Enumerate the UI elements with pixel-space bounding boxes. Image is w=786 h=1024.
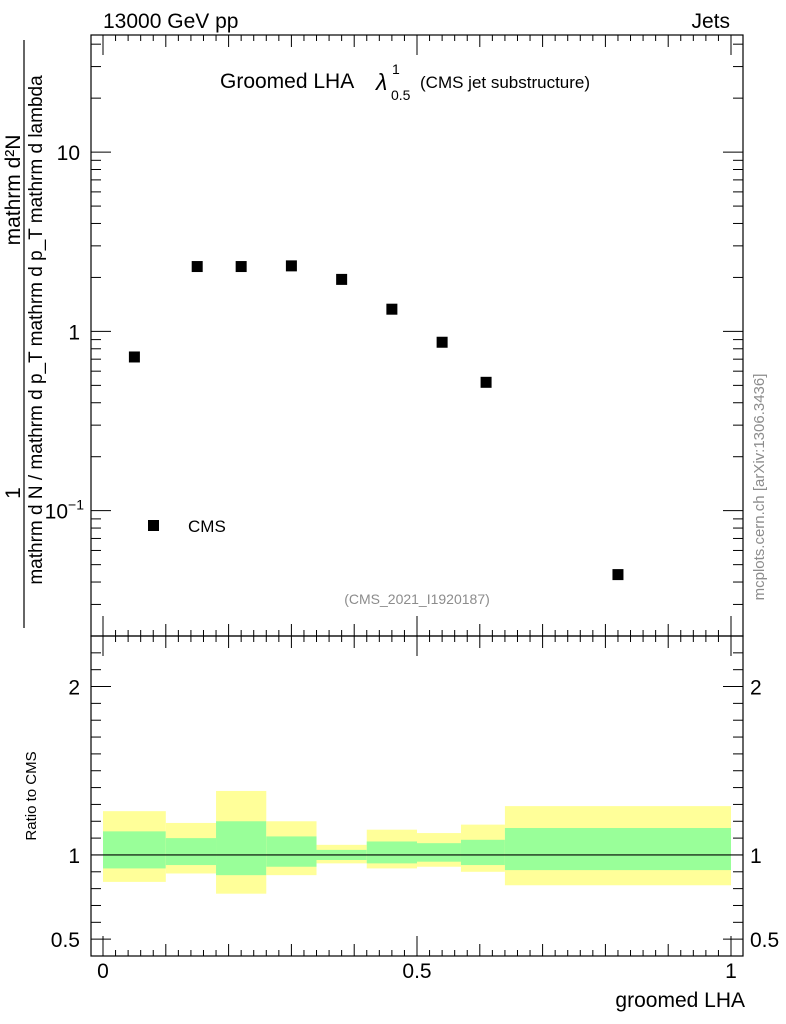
data-point xyxy=(336,273,348,285)
ratio-y-tick-label: 0.5 xyxy=(51,929,80,952)
data-point xyxy=(285,260,297,272)
ratio-band-inner xyxy=(103,831,166,869)
ylabel-denominator: mathrm d N / mathrm d p_T mathrm d p_T m… xyxy=(26,75,47,585)
title-main: Groomed LHA xyxy=(220,70,354,93)
ratio-band-inner xyxy=(366,841,417,864)
x-tick-label: 0.5 xyxy=(402,960,431,983)
main-y-tick-label: 10−1 xyxy=(45,497,85,524)
ratio-y-tick-label: 1 xyxy=(68,845,80,868)
title-sub: 0.5 xyxy=(391,87,411,103)
header-right-label: Jets xyxy=(691,10,730,33)
legend-label: CMS xyxy=(188,517,226,536)
data-point xyxy=(386,303,398,315)
ratio-band-inner xyxy=(504,828,731,871)
legend: CMS xyxy=(148,517,226,536)
plot-title: Groomed LHA λ 1 0.5 (CMS jet substructur… xyxy=(220,61,590,103)
x-tick-label: 1 xyxy=(725,960,737,983)
data-point xyxy=(191,261,203,273)
x-axis-label: groomed LHA xyxy=(615,989,745,1012)
title-suffix: (CMS jet substructure) xyxy=(420,73,590,92)
title-sup: 1 xyxy=(392,61,400,77)
data-point xyxy=(235,261,247,273)
data-point xyxy=(612,569,624,581)
analysis-id: (CMS_2021_I1920187) xyxy=(344,591,490,607)
ratio-y-tick-label-right: 1 xyxy=(750,845,762,868)
ratio-y-tick-label-right: 0.5 xyxy=(750,929,779,952)
main-y-tick-label: 10 xyxy=(57,142,80,165)
ratio-plot-frame xyxy=(90,635,744,957)
ratio-band-inner xyxy=(165,838,217,866)
ratio-band-inner xyxy=(266,836,317,867)
ratio-band-inner xyxy=(216,821,267,876)
ratio-x-axis: 0 0.5 1 xyxy=(97,636,737,983)
ratio-band-inner xyxy=(417,843,461,862)
main-x-ticks xyxy=(102,35,732,636)
title-lambda: λ xyxy=(374,69,387,95)
ylabel-numerator: mathrm d²N xyxy=(2,135,25,246)
ratio-y-tick-label: 2 xyxy=(68,677,80,700)
ratio-y-tick-label-right: 2 xyxy=(750,677,762,700)
main-y-tick-label: 1 xyxy=(68,321,80,344)
main-y-axis: 10−1 1 10 xyxy=(45,43,743,637)
data-point xyxy=(436,336,448,348)
data-point xyxy=(128,351,140,363)
main-data-points xyxy=(128,260,624,581)
ratio-band-inner xyxy=(460,839,505,866)
main-plot-frame xyxy=(90,34,744,637)
data-point xyxy=(480,376,492,388)
legend-marker xyxy=(148,520,159,531)
header-left-label: 13000 GeV pp xyxy=(103,10,238,33)
main-ylabel: 1 mathrm d²N mathrm d N / mathrm d p_T m… xyxy=(2,40,47,628)
side-credit-label: mcplots.cern.ch [arXiv:1306.3436] xyxy=(751,374,768,601)
ratio-ylabel: Ratio to CMS xyxy=(23,751,40,840)
x-tick-label: 0 xyxy=(97,960,109,983)
ratio-bands xyxy=(103,790,731,894)
ylabel-prefix: 1 xyxy=(2,487,25,499)
ratio-y-axis: 0.5 0.5 1 1 2 2 xyxy=(51,635,779,957)
